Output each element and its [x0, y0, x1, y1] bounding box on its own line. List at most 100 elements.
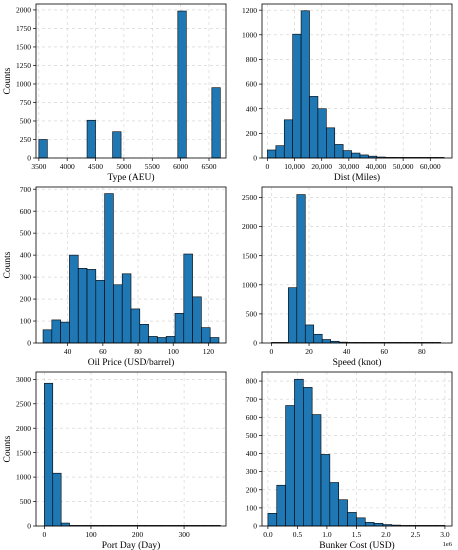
y-tick-label: 0: [27, 522, 31, 531]
y-tick-label: 2000: [16, 424, 31, 433]
histogram-bar: [314, 334, 322, 343]
x-tick-label: 2.0: [381, 530, 391, 539]
histogram-bar: [294, 379, 303, 526]
y-tick-label: 500: [20, 117, 32, 126]
y-tick-label: 500: [20, 229, 32, 238]
histogram-panel-5: 0 100 200 300050010001500200025003000Port D…: [3, 372, 226, 550]
x-tick-label: 20,000: [311, 162, 332, 171]
histogram-bar: [365, 522, 374, 526]
y-tick-label: 600: [246, 80, 258, 89]
y-tick-label: 3000: [16, 375, 31, 384]
y-tick-label: 0: [253, 522, 257, 531]
y-axis-label: Counts: [3, 251, 13, 278]
x-tick-label: 40: [343, 347, 351, 356]
axes-frame: [36, 372, 226, 526]
histogram-bar: [286, 406, 295, 526]
x-axis-label: Dist (Miles): [334, 172, 380, 183]
y-tick-label: 500: [246, 431, 258, 440]
y-tick-label: 800: [246, 55, 258, 64]
x-axis-label: Speed (knot): [333, 357, 382, 368]
y-tick-label: 400: [246, 104, 258, 113]
y-tick-label: 100: [246, 503, 258, 512]
x-tick-label: 0.0: [263, 530, 273, 539]
x-tick-label: 50,000: [393, 162, 414, 171]
y-tick-label: 250: [20, 135, 32, 144]
y-tick-label: 300: [20, 273, 32, 282]
y-tick-label: 2500: [16, 399, 31, 408]
histogram-bar: [352, 153, 360, 158]
histogram-bar: [149, 336, 158, 343]
x-tick-label: 0.5: [293, 530, 303, 539]
histogram-bar: [268, 513, 277, 526]
x-tick-label: 80: [418, 347, 426, 356]
histogram-bar: [201, 328, 210, 343]
y-tick-label: 200: [20, 295, 32, 304]
x-tick-label: 5000: [116, 162, 131, 171]
y-tick-label: 400: [20, 251, 32, 260]
y-tick-label: 500: [246, 309, 258, 318]
x-axis-label: Port Day (Day): [102, 540, 161, 550]
x-tick-label: 1.0: [322, 530, 332, 539]
histogram-bar: [360, 155, 368, 158]
histogram-bar: [330, 483, 339, 526]
y-axis-label: Counts: [3, 435, 13, 462]
axes-frame: [36, 4, 226, 158]
x-tick-label: 300: [178, 530, 190, 539]
y-tick-label: 600: [20, 207, 32, 216]
y-tick-label: 1750: [16, 24, 31, 33]
x-tick-label: 5500: [145, 162, 160, 171]
histogram-bar: [339, 500, 348, 526]
histogram-bar: [157, 338, 166, 343]
x-tick-label: 60: [99, 347, 107, 356]
histogram-bar: [53, 473, 61, 526]
y-tick-label: 800: [246, 377, 258, 386]
x-tick-label: 6500: [201, 162, 216, 171]
histogram-bar: [277, 485, 286, 526]
y-tick-label: 2500: [242, 193, 257, 202]
y-tick-label: 1000: [16, 473, 31, 482]
y-tick-label: 100: [20, 317, 32, 326]
y-tick-label: 0: [253, 339, 257, 348]
histogram-bar: [348, 512, 357, 526]
histogram-bar: [297, 195, 305, 343]
histogram-bar: [193, 297, 202, 343]
histogram-bar: [131, 309, 140, 343]
x-tick-label: 40: [64, 347, 72, 356]
x-axis-label: Bunker Cost (USD): [319, 540, 394, 550]
histogram-bar: [267, 150, 275, 158]
histogram-bar: [356, 518, 365, 526]
y-tick-label: 0: [27, 154, 31, 163]
histogram-bar: [301, 11, 309, 158]
histogram-bar: [44, 383, 52, 526]
histogram-bar: [276, 146, 284, 158]
x-tick-label: 10,000: [284, 162, 305, 171]
x-tick-label: 80: [134, 347, 142, 356]
histogram-bar: [39, 139, 48, 158]
y-tick-label: 750: [20, 98, 32, 107]
histogram-bar: [87, 269, 96, 343]
histogram-bar: [210, 338, 219, 343]
y-tick-label: 1500: [242, 251, 257, 260]
y-tick-label: 300: [246, 467, 258, 476]
x-tick-label: 1.5: [352, 530, 362, 539]
histogram-panel-2: 0 10,000 20,000 30,000 40,000 50,000 60,000 0 20…: [242, 4, 452, 183]
histogram-bar: [326, 128, 334, 158]
y-tick-label: 200: [246, 485, 258, 494]
histogram-bar: [140, 324, 149, 343]
x-tick-label: 120: [203, 347, 215, 356]
histogram-bar: [175, 313, 184, 343]
y-tick-label: 1000: [242, 280, 257, 289]
histogram-bar: [288, 288, 296, 343]
y-tick-label: 1000: [16, 80, 31, 89]
y-tick-label: 1200: [242, 6, 257, 15]
x-tick-label: 200: [132, 530, 144, 539]
histogram-bar: [69, 255, 78, 343]
histogram-bar: [318, 109, 326, 158]
histogram-bar: [96, 280, 105, 343]
y-tick-label: 400: [246, 449, 258, 458]
x-tick-label: 60: [381, 347, 389, 356]
x-tick-label: 100: [168, 347, 180, 356]
histogram-bar: [284, 120, 292, 158]
histogram-panel-6: 0.0 0.5 1.0 1.5 2.0 2.5 3.0 0 100 200 300 400 500 600…: [246, 372, 453, 550]
